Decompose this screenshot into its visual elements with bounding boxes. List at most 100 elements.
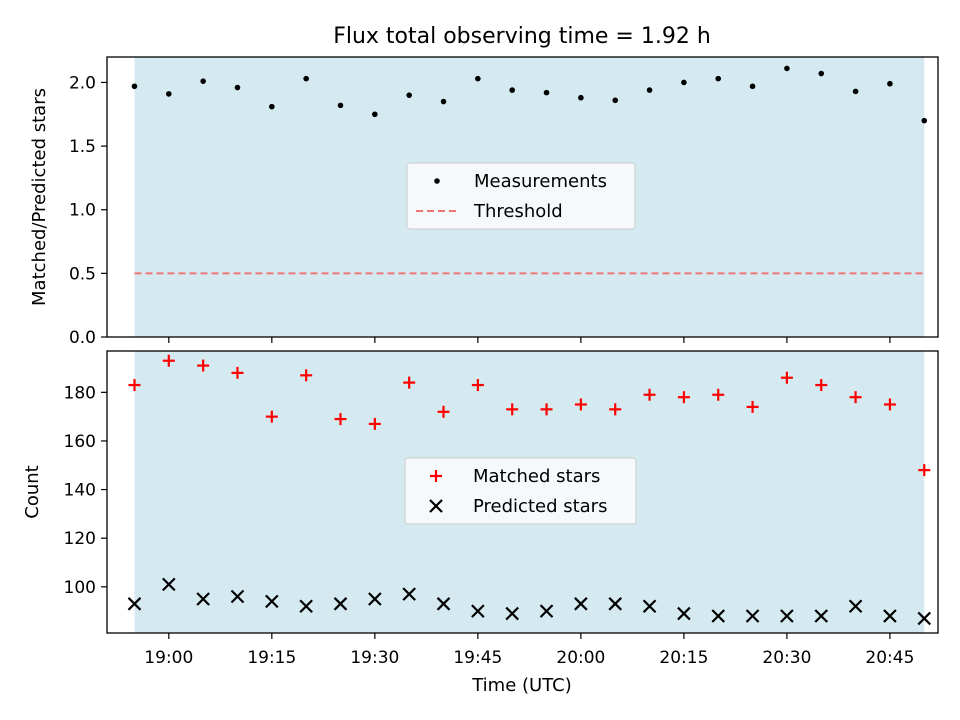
- matched-stars-point: [368, 417, 381, 430]
- x-tick-label: 20:30: [762, 648, 811, 668]
- legend-threshold-label: Threshold: [473, 201, 563, 222]
- measurement-point: [440, 98, 447, 105]
- measurement-point: [887, 80, 893, 87]
- top-points-layer: [131, 65, 928, 124]
- top-y-tick-label: 1.5: [69, 137, 96, 157]
- matched-stars-point: [677, 391, 690, 404]
- matched-stars-point: [918, 464, 931, 477]
- top-panel: 0.00.51.01.52.0 Matched/Predicted stars …: [29, 56, 939, 348]
- legend-matched-stars-marker: [430, 470, 442, 482]
- predicted-stars-point: [539, 604, 554, 618]
- measurement-point: [372, 111, 378, 118]
- measurement-point: [543, 89, 550, 96]
- matched-stars-point: [540, 403, 553, 416]
- predicted-stars-point: [917, 611, 932, 626]
- legend-measurements-marker: [434, 178, 440, 184]
- legend-predicted-stars-marker: [429, 499, 443, 513]
- predicted-stars-point: [574, 597, 588, 611]
- bottom-y-tick-label: 120: [64, 529, 96, 549]
- measurement-point: [509, 87, 515, 93]
- measurement-point: [646, 87, 653, 93]
- predicted-stars-point: [780, 609, 794, 623]
- x-tick-label: 19:15: [247, 648, 296, 668]
- bottom-x-axis: 19:00 19:15 19:30 19:45 20:00 20:15 20:30 20:45: [144, 633, 914, 668]
- legend-predicted-stars-label: Predicted stars: [473, 496, 607, 517]
- bottom-points-layer: [127, 354, 932, 626]
- measurement-point: [612, 97, 619, 104]
- measurement-point: [131, 83, 138, 90]
- predicted-stars-point: [333, 597, 348, 611]
- matched-stars-point: [300, 369, 313, 382]
- measurement-point: [784, 65, 790, 72]
- top-y-tick-label: 1.0: [69, 201, 96, 221]
- bottom-y-tick-label: 180: [64, 383, 96, 403]
- bottom-panel-frame: [106, 350, 939, 634]
- predicted-stars-point: [745, 609, 760, 623]
- matched-stars-point: [506, 403, 519, 416]
- matched-stars-point: [609, 403, 622, 416]
- measurement-point: [166, 91, 172, 97]
- matched-stars-point: [780, 371, 793, 384]
- predicted-stars-point: [265, 594, 279, 609]
- measurement-point: [475, 75, 481, 82]
- measurement-point: [715, 75, 722, 82]
- predicted-stars-point: [162, 577, 176, 592]
- x-tick-label: 19:30: [350, 648, 399, 668]
- x-tick-label: 19:45: [453, 648, 502, 668]
- bottom-y-tick-label: 160: [64, 432, 96, 452]
- matched-stars-point: [471, 379, 484, 392]
- matched-stars-point: [643, 388, 656, 401]
- matched-stars-point: [197, 359, 210, 372]
- x-tick-label: 20:45: [865, 648, 914, 668]
- measurement-point: [406, 92, 412, 98]
- x-axis-label: Time (UTC): [471, 675, 572, 696]
- predicted-stars-point: [677, 606, 691, 621]
- bottom-panel: 100 120 140 160 180 19:00 19:15 19:30 19:45 20:0…: [22, 350, 939, 696]
- measurement-point: [921, 117, 928, 124]
- measurement-point: [337, 102, 344, 109]
- predicted-stars-point: [436, 597, 451, 611]
- bottom-y-axis: 100 120 140 160 180: [64, 383, 107, 598]
- matched-stars-point: [815, 379, 828, 392]
- top-y-axis-label: Matched/Predicted stars: [29, 88, 50, 306]
- measurement-point: [681, 79, 687, 86]
- predicted-stars-point: [196, 592, 210, 606]
- matched-stars-point: [334, 413, 347, 426]
- measurement-point: [749, 83, 756, 90]
- matched-stars-point: [231, 366, 244, 379]
- top-y-axis: 0.0 0.5 1.0 1.5 2.0: [69, 73, 107, 348]
- matched-stars-point: [574, 398, 587, 411]
- x-tick-label: 20:15: [659, 648, 708, 668]
- top-y-tick-label: 2.0: [69, 73, 96, 93]
- predicted-stars-point: [505, 606, 519, 621]
- predicted-stars-point: [368, 592, 382, 606]
- predicted-stars-point: [642, 599, 657, 614]
- matched-stars-point: [849, 391, 862, 404]
- predicted-stars-point: [848, 599, 863, 614]
- predicted-stars-point: [299, 599, 313, 614]
- top-legend-box: [406, 162, 636, 230]
- predicted-stars-point: [711, 609, 726, 623]
- measurement-point: [269, 103, 275, 110]
- top-y-tick-label: 0.0: [69, 328, 96, 348]
- x-tick-label: 20:00: [556, 648, 605, 668]
- predicted-stars-point: [814, 609, 829, 623]
- measurement-point: [200, 78, 206, 84]
- matched-stars-point: [162, 354, 175, 367]
- chart-title: Flux total observing time = 1.92 h: [333, 24, 711, 49]
- matched-stars-point: [437, 405, 450, 418]
- predicted-stars-point: [471, 604, 485, 618]
- legend-matched-stars-label: Matched stars: [473, 466, 600, 487]
- matched-stars-point: [746, 400, 759, 413]
- matched-stars-point: [883, 398, 896, 411]
- bottom-y-tick-label: 100: [64, 578, 96, 598]
- top-panel-frame: [106, 56, 939, 338]
- measurement-point: [303, 75, 309, 82]
- predicted-stars-point: [230, 589, 245, 604]
- matched-stars-point: [128, 379, 141, 392]
- matched-stars-point: [712, 388, 725, 401]
- predicted-stars-point: [608, 597, 622, 611]
- bottom-legend-box: [404, 457, 637, 525]
- predicted-stars-point: [127, 597, 142, 611]
